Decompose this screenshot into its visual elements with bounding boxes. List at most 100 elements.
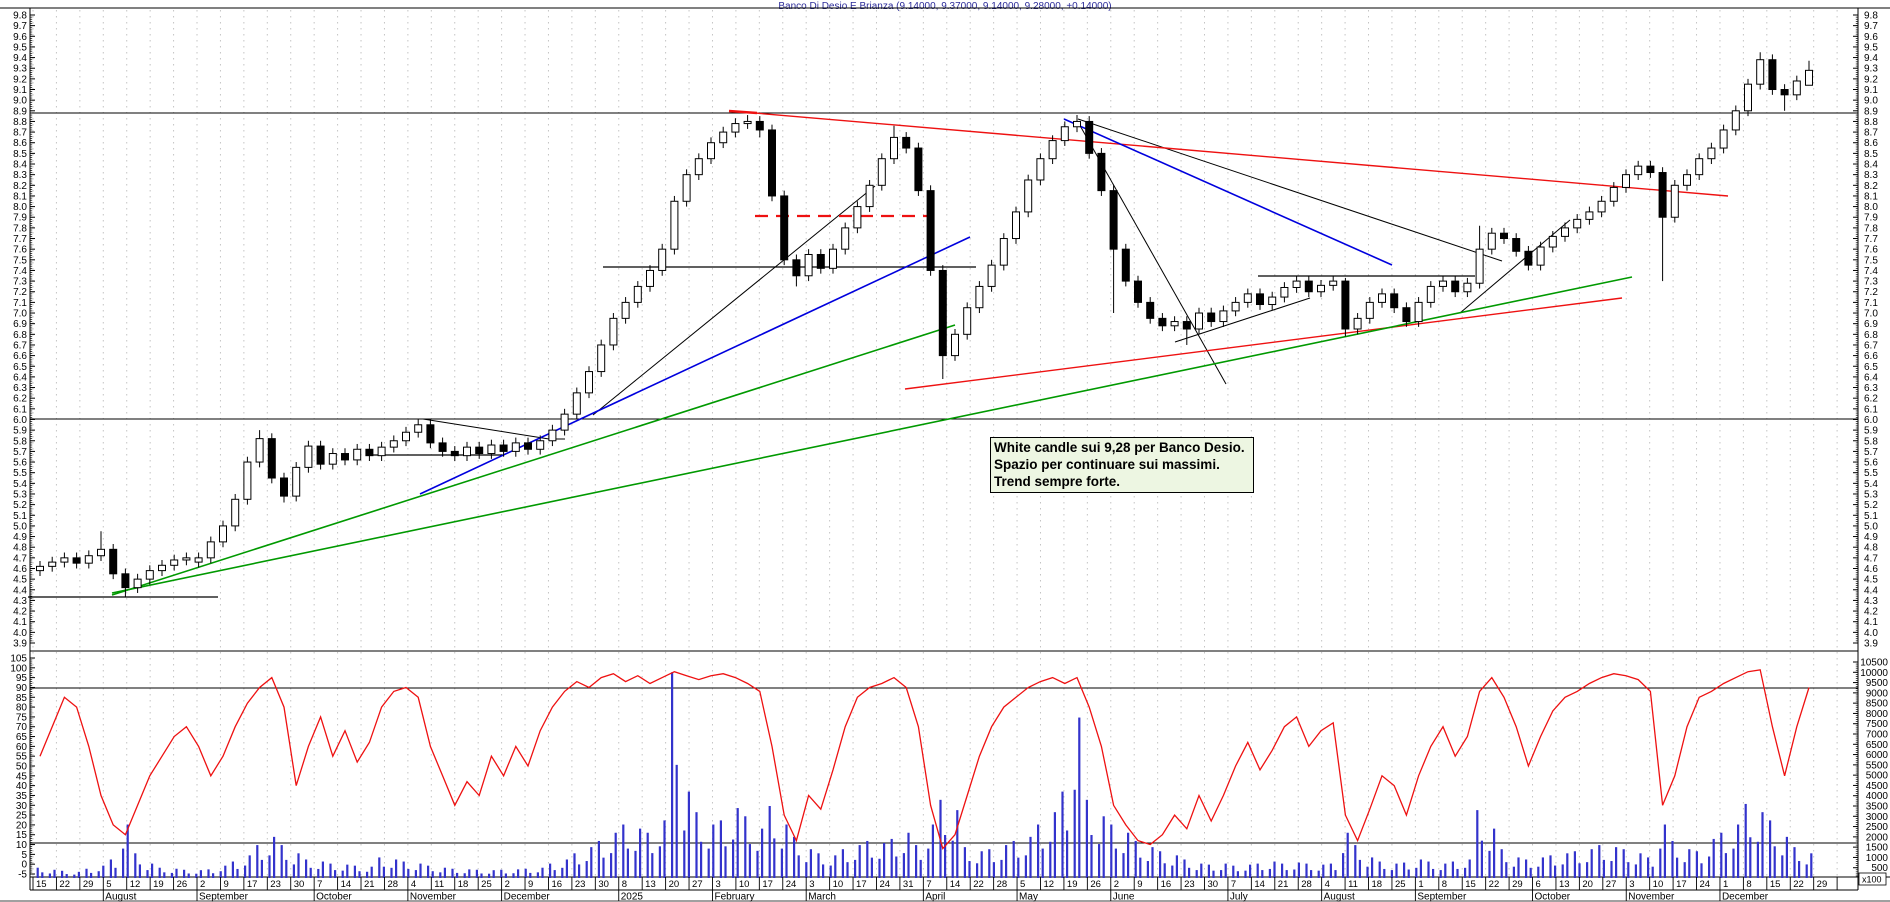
svg-text:15: 15	[36, 879, 47, 890]
annotation-note[interactable]: White candle sui 9,28 per Banco Desio. S…	[990, 437, 1254, 493]
svg-text:4.0: 4.0	[1864, 628, 1878, 639]
candle-up	[1426, 285, 1435, 303]
chart-title: Banco Di Desio E Brianza (9.14000, 9.370…	[778, 1, 1112, 12]
candle-up	[48, 561, 57, 567]
candle-up	[304, 445, 313, 468]
svg-text:6.2: 6.2	[1864, 394, 1878, 405]
candle-up	[1012, 211, 1020, 240]
svg-text:40: 40	[16, 781, 28, 792]
candle-up	[231, 498, 240, 527]
candle-up	[597, 344, 606, 373]
candle-up	[84, 555, 93, 564]
svg-text:9: 9	[223, 879, 228, 890]
svg-text:8.7: 8.7	[1864, 128, 1878, 139]
svg-text:7.4: 7.4	[13, 266, 27, 277]
svg-text:8.5: 8.5	[13, 149, 27, 160]
candle-up	[633, 285, 642, 303]
svg-text:30: 30	[16, 801, 28, 812]
svg-text:22: 22	[1489, 879, 1500, 890]
svg-text:4.1: 4.1	[13, 617, 27, 628]
svg-text:September: September	[1417, 892, 1467, 902]
candle-up	[414, 424, 423, 433]
candle-up	[999, 238, 1008, 266]
svg-text:9.8: 9.8	[1864, 11, 1878, 22]
summer-support	[1174, 297, 1311, 343]
candle-down	[341, 453, 349, 461]
svg-text:8.2: 8.2	[13, 181, 27, 192]
svg-text:5.9: 5.9	[13, 426, 27, 437]
svg-text:27: 27	[692, 879, 703, 890]
annotation-line-2: Spazio per continuare sui massimi.	[994, 457, 1220, 472]
svg-text:8.0: 8.0	[1864, 202, 1878, 213]
svg-text:28: 28	[1301, 879, 1312, 890]
svg-text:November: November	[1628, 892, 1675, 902]
svg-text:13: 13	[1559, 879, 1570, 890]
axis-labels: 3.9 3.94.0 4.04.1 4.14.2 4.24.3 4.34.4 4.44.5 4…	[10, 11, 1888, 881]
svg-text:6.9: 6.9	[13, 319, 27, 330]
svg-text:2: 2	[505, 879, 510, 890]
candle-down	[316, 445, 325, 465]
candle-up	[1378, 293, 1386, 303]
svg-text:5500: 5500	[1866, 760, 1889, 771]
volume-unit-label: x100	[1858, 872, 1887, 886]
candle-up	[536, 440, 545, 450]
svg-text:8: 8	[622, 879, 627, 890]
candle-up	[389, 440, 398, 448]
svg-text:85: 85	[16, 693, 28, 704]
candle-up	[1414, 301, 1423, 323]
svg-text:8.7: 8.7	[13, 128, 27, 139]
svg-text:December: December	[504, 892, 551, 902]
svg-text:8000: 8000	[1866, 709, 1889, 720]
svg-text:4.7: 4.7	[13, 553, 27, 564]
svg-text:5.7: 5.7	[13, 447, 27, 458]
candle-up	[1561, 227, 1569, 237]
svg-text:5.4: 5.4	[13, 479, 27, 490]
candle-up	[1060, 126, 1069, 142]
svg-text:95: 95	[16, 673, 28, 684]
svg-text:4: 4	[1325, 879, 1330, 890]
candle-up	[1792, 80, 1801, 96]
svg-text:5000: 5000	[1866, 771, 1889, 782]
candle-up	[1317, 284, 1325, 293]
svg-text:6.7: 6.7	[13, 340, 27, 351]
svg-text:9.3: 9.3	[1864, 64, 1878, 75]
candle-down	[1451, 280, 1460, 293]
svg-text:9500: 9500	[1866, 678, 1889, 689]
svg-text:30: 30	[294, 879, 305, 890]
svg-text:26: 26	[177, 879, 188, 890]
svg-text:8.1: 8.1	[13, 191, 27, 202]
candle-up	[292, 466, 301, 497]
candle-down	[499, 444, 508, 452]
candle-up	[1695, 158, 1704, 176]
candle-up	[402, 431, 410, 442]
svg-text:8.4: 8.4	[13, 160, 27, 171]
svg-text:7.9: 7.9	[13, 213, 27, 224]
candle-up	[1707, 147, 1716, 160]
svg-text:5: 5	[106, 879, 111, 890]
green-support-long	[111, 276, 1633, 594]
candle-down	[1768, 59, 1777, 91]
candle-up	[658, 248, 667, 271]
svg-text:9.8: 9.8	[13, 11, 27, 22]
candle-up	[853, 206, 862, 229]
svg-text:7000: 7000	[1866, 730, 1889, 741]
svg-text:20: 20	[669, 879, 680, 890]
candle-up	[97, 548, 105, 557]
svg-text:7.4: 7.4	[1864, 266, 1878, 277]
candle-up	[1719, 129, 1728, 149]
candle-up	[743, 120, 752, 125]
panel-frame	[0, 7, 1890, 902]
svg-text:0: 0	[21, 860, 27, 871]
svg-text:6.3: 6.3	[13, 383, 27, 394]
candle-up	[1365, 301, 1374, 319]
candle-up	[206, 541, 215, 559]
svg-text:6.5: 6.5	[13, 362, 27, 373]
svg-text:55: 55	[16, 752, 28, 763]
candle-up	[1536, 246, 1545, 266]
svg-text:10500: 10500	[1860, 658, 1888, 669]
svg-text:5: 5	[21, 850, 27, 861]
candle-down	[1390, 293, 1399, 309]
svg-text:5.0: 5.0	[13, 521, 27, 532]
candle-up	[1073, 120, 1081, 128]
